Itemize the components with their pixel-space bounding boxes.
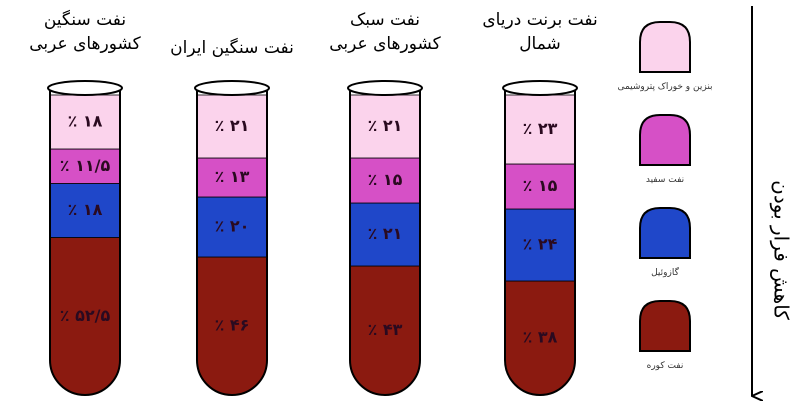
legend-label: گازوئیل [651, 266, 679, 278]
value-label: ۱۵ ٪ [368, 170, 403, 189]
segment [505, 94, 575, 165]
tube [350, 88, 420, 395]
segment [350, 94, 420, 159]
segment [50, 183, 120, 238]
legend-swatch [639, 21, 691, 73]
value-label: ۱۱/۵ ٪ [60, 156, 111, 175]
legend-swatch [639, 300, 691, 352]
tube [197, 88, 267, 395]
category-label: نفت سنگین کشورهای عربی [29, 10, 141, 54]
value-label: ۵۲/۵ ٪ [60, 306, 111, 325]
tube-outline [504, 87, 576, 396]
tube-outline [196, 87, 268, 396]
legend-swatch [639, 114, 691, 166]
category-label: نفت سنگین ایران [170, 38, 294, 58]
tube-rim [194, 80, 270, 96]
segment [350, 265, 420, 395]
tube-rim [502, 80, 578, 96]
tube [505, 88, 575, 395]
value-label: ۲۴ ٪ [523, 235, 558, 254]
category-label: نفت برنت دریای شمال [482, 10, 598, 54]
value-label: ۱۵ ٪ [523, 176, 558, 195]
segment [350, 202, 420, 267]
value-label: ۴۶ ٪ [215, 316, 250, 335]
legend-label: بنزین و خوراک پتروشیمی [617, 81, 712, 92]
segment [505, 280, 575, 395]
tube-rim [47, 80, 123, 96]
legend-label: نفت کوره [647, 361, 684, 371]
value-label: ۱۸ ٪ [68, 112, 103, 131]
value-label: ۳۸ ٪ [523, 328, 558, 347]
segment [197, 94, 267, 159]
tube-outline [349, 87, 421, 396]
tube [50, 88, 120, 395]
segment [505, 208, 575, 282]
segment [50, 148, 120, 184]
legend-swatch [639, 207, 691, 259]
value-label: ۲۱ ٪ [368, 116, 403, 135]
segment [50, 237, 120, 395]
value-label: ۱۸ ٪ [68, 200, 103, 219]
legend-label: نفت سفید [646, 175, 684, 185]
segment [197, 256, 267, 395]
value-label: ۲۱ ٪ [215, 116, 250, 135]
value-label: ۴۳ ٪ [368, 320, 403, 339]
axis-label: کاهش فرار بودن [770, 180, 794, 320]
value-label: ۲۱ ٪ [368, 224, 403, 243]
value-label: ۱۳ ٪ [215, 167, 250, 186]
value-label: ۲۳ ٪ [523, 119, 558, 138]
value-label: ۲۰ ٪ [215, 217, 250, 236]
tube-outline [49, 87, 121, 396]
segment [350, 157, 420, 204]
tube-rim [347, 80, 423, 96]
segment [50, 94, 120, 150]
category-label: نفت سبک کشورهای عربی [329, 10, 441, 54]
